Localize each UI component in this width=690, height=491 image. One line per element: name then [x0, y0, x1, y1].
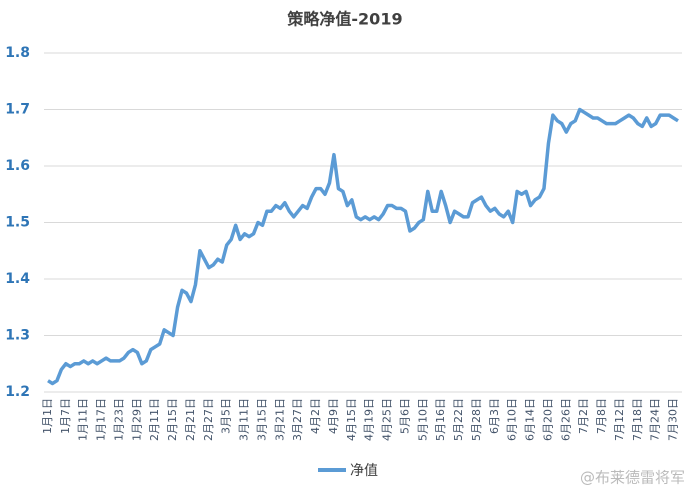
x-tick-label: 4月19日: [363, 398, 376, 441]
x-tick-label: 5月28日: [470, 398, 483, 441]
watermark: @布莱德雷将军: [580, 469, 685, 487]
x-tick-label: 6月14日: [524, 398, 537, 441]
x-tick-label: 3月15日: [255, 398, 268, 441]
y-tick-label: 1.2: [5, 384, 30, 400]
x-tick-label: 2月15日: [166, 398, 179, 441]
x-tick-label: 6月3日: [488, 398, 501, 434]
x-tick-label: 1月11日: [77, 398, 90, 441]
x-tick-label: 3月11日: [238, 398, 251, 441]
x-tick-label: 6月26日: [559, 398, 572, 441]
legend-label: 净值: [350, 463, 378, 479]
x-tick-label: 6月20日: [541, 398, 554, 441]
x-tick-label: 1月1日: [41, 398, 54, 434]
x-tick-label: 4月15日: [345, 398, 358, 441]
x-tick-label: 2月21日: [184, 398, 197, 441]
x-tick-label: 5月10日: [416, 398, 429, 441]
x-tick-label: 2月11日: [148, 398, 161, 441]
x-tick-label: 3月5日: [220, 398, 233, 434]
x-tick-label: 3月27日: [291, 398, 304, 441]
x-tick-label: 7月8日: [595, 398, 608, 434]
x-tick-label: 7月24日: [649, 398, 662, 441]
x-tick-label: 5月6日: [398, 398, 411, 434]
x-tick-label: 1月23日: [112, 398, 125, 441]
x-tick-label: 1月17日: [95, 398, 108, 441]
x-tick-label: 1月7日: [59, 398, 72, 434]
x-tick-label: 7月2日: [577, 398, 590, 434]
x-tick-label: 2月27日: [202, 398, 215, 441]
y-tick-label: 1.7: [5, 102, 30, 118]
x-tick-label: 5月22日: [452, 398, 465, 441]
x-tick-label: 5月16日: [434, 398, 447, 441]
y-tick-label: 1.5: [5, 215, 30, 231]
y-tick-label: 1.4: [5, 271, 30, 287]
x-tick-label: 4月2日: [309, 398, 322, 434]
x-tick-label: 4月9日: [327, 398, 340, 434]
y-tick-label: 1.6: [5, 158, 30, 174]
chart-title: 策略净值-2019: [286, 10, 402, 29]
x-tick-label: 6月10日: [506, 398, 519, 441]
x-tick-label: 4月25日: [381, 398, 394, 441]
x-tick-label: 3月21日: [273, 398, 286, 441]
data-line: [47, 107, 679, 386]
x-tick-label: 7月30日: [667, 398, 680, 441]
y-tick-label: 1.3: [5, 328, 30, 344]
x-tick-label: 7月18日: [631, 398, 644, 441]
x-tick-label: 1月29日: [130, 398, 143, 441]
x-tick-label: 7月12日: [613, 398, 626, 441]
y-tick-label: 1.8: [5, 45, 30, 61]
